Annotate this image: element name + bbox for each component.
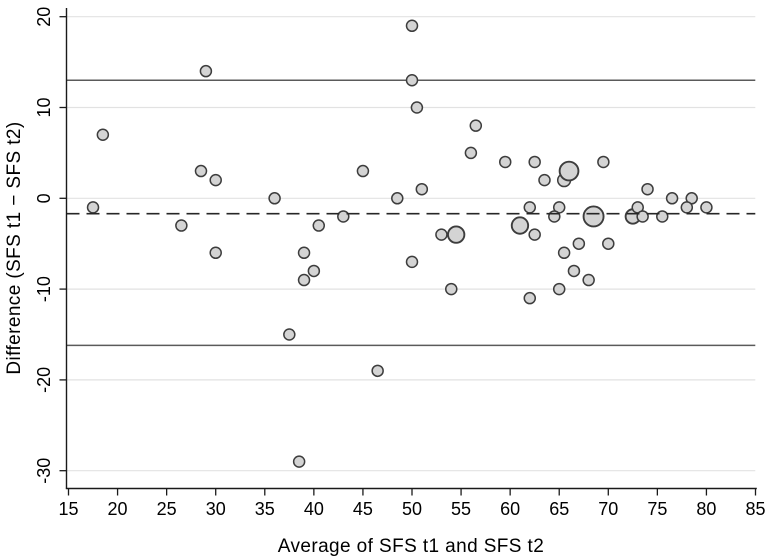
data-point: [665, 192, 679, 205]
y-tick-label: -10: [34, 276, 54, 302]
x-axis-title: Average of SFS t1 and SFS t2: [278, 536, 544, 557]
y-tick-label: -20: [34, 367, 54, 393]
data-point: [510, 216, 530, 235]
data-point: [292, 455, 306, 468]
y-tick-labels: 20 10 0 -10 -20 -30: [34, 7, 54, 484]
data-point: [557, 246, 571, 260]
data-point: [435, 228, 448, 241]
x-tick-label: 55: [451, 499, 471, 519]
x-tick-label: 60: [500, 499, 520, 519]
data-point: [445, 282, 458, 296]
data-point: [96, 128, 110, 141]
data-point: [371, 364, 384, 378]
x-tick-label: 20: [108, 499, 128, 519]
data-point: [523, 201, 537, 214]
x-tick-label: 80: [696, 499, 716, 519]
data-point: [680, 201, 694, 214]
data-point: [528, 228, 541, 241]
data-point: [602, 237, 615, 250]
data-point: [641, 182, 654, 196]
data-point: [498, 155, 512, 169]
data-point: [636, 210, 649, 223]
y-tick-label: -30: [34, 458, 54, 484]
data-point: [268, 192, 281, 205]
y-tick-label: 10: [34, 97, 54, 117]
y-tick-label: 0: [34, 193, 54, 203]
x-tick-label: 50: [402, 499, 422, 519]
data-point: [552, 282, 566, 296]
data-point: [194, 164, 208, 178]
data-point: [528, 155, 541, 169]
y-axis-title: Difference (SFS t1 − SFS t2): [4, 121, 25, 374]
data-point: [572, 237, 586, 250]
data-point: [447, 225, 466, 244]
data-point: [391, 192, 404, 205]
data-point: [337, 210, 350, 223]
x-tick-label: 85: [745, 499, 765, 519]
x-tick-label: 35: [255, 499, 275, 519]
data-point: [405, 255, 419, 269]
limit-of-agreement-lines: [66, 79, 756, 347]
data-point: [410, 101, 424, 114]
data-point: [548, 210, 561, 223]
data-point: [469, 119, 483, 132]
data-point: [700, 201, 713, 214]
x-tick-label: 30: [206, 499, 226, 519]
x-tick-label: 15: [58, 499, 78, 519]
data-point: [307, 264, 321, 278]
gridlines: [66, 16, 756, 472]
y-tick-label: 20: [34, 7, 54, 27]
data-point: [297, 273, 311, 287]
data-points: [86, 19, 713, 468]
x-tick-label: 25: [157, 499, 177, 519]
data-point: [558, 160, 580, 182]
data-point: [597, 155, 610, 169]
data-point: [582, 205, 605, 228]
data-point: [175, 219, 188, 232]
data-point: [209, 246, 222, 260]
x-tick-label: 40: [304, 499, 324, 519]
data-point: [356, 164, 370, 178]
data-point: [405, 19, 419, 33]
data-point: [656, 210, 669, 223]
data-point: [464, 146, 478, 160]
axes: [59, 8, 757, 496]
x-tick-label: 70: [598, 499, 618, 519]
data-point: [415, 182, 429, 196]
x-tick-labels: 15 20 25 30 35 40 45 50 55 60 65 70 75 80 85: [58, 499, 765, 519]
data-point: [582, 273, 595, 287]
x-tick-label: 75: [647, 499, 667, 519]
data-point: [86, 201, 100, 214]
data-point: [567, 264, 581, 278]
data-point: [312, 219, 326, 232]
data-point: [209, 173, 222, 187]
data-point: [405, 74, 419, 87]
x-tick-label: 65: [549, 499, 569, 519]
x-tick-label: 45: [353, 499, 373, 519]
data-point: [283, 328, 296, 341]
data-point: [523, 291, 537, 305]
data-point: [538, 173, 551, 187]
data-point: [297, 246, 311, 260]
data-point: [199, 64, 213, 78]
